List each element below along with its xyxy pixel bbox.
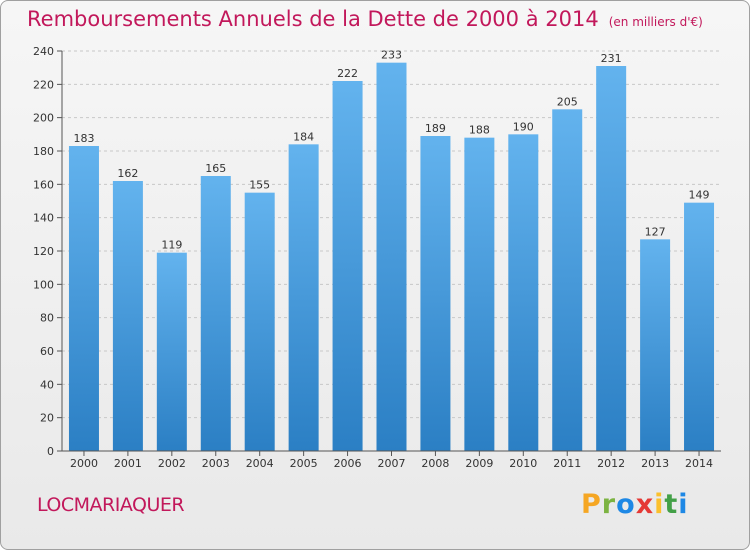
bar bbox=[508, 134, 539, 452]
x-tick-label: 2003 bbox=[202, 457, 230, 470]
x-tick-label: 2000 bbox=[70, 457, 98, 470]
x-tick-label: 2014 bbox=[685, 457, 713, 470]
logo-letter: P bbox=[581, 489, 602, 520]
x-tick-label: 2005 bbox=[290, 457, 318, 470]
bar bbox=[200, 176, 231, 451]
bar-value-label: 149 bbox=[689, 189, 710, 202]
bar-value-label: 205 bbox=[557, 95, 578, 108]
y-tick-label: 60 bbox=[40, 345, 54, 358]
x-tick-label: 2001 bbox=[114, 457, 142, 470]
proxiti-logo: Proxiti bbox=[581, 489, 689, 520]
chart-title-text: Remboursements Annuels de la Dette de 20… bbox=[27, 7, 599, 31]
logo-letter: x bbox=[635, 489, 655, 520]
bar-value-label: 155 bbox=[249, 179, 270, 192]
bar bbox=[112, 181, 143, 451]
logo-letter: o bbox=[616, 489, 636, 520]
bar-value-label: 184 bbox=[293, 130, 314, 143]
bar-value-label: 222 bbox=[337, 67, 358, 80]
bar-value-label: 233 bbox=[381, 49, 402, 62]
city-name: LOCMARIAQUER bbox=[37, 494, 185, 516]
y-tick-label: 120 bbox=[33, 245, 54, 258]
bar-value-label: 189 bbox=[425, 122, 446, 135]
y-tick-label: 20 bbox=[40, 412, 54, 425]
x-tick-label: 2008 bbox=[421, 457, 449, 470]
bar-value-label: 183 bbox=[73, 132, 94, 145]
x-tick-label: 2010 bbox=[509, 457, 537, 470]
bar bbox=[684, 202, 715, 451]
y-tick-label: 100 bbox=[33, 278, 54, 291]
chart-title: Remboursements Annuels de la Dette de 20… bbox=[27, 7, 703, 31]
bar bbox=[640, 239, 671, 451]
bar-value-label: 190 bbox=[513, 120, 534, 133]
bar-value-label: 231 bbox=[601, 52, 622, 65]
bar-value-label: 162 bbox=[117, 167, 138, 180]
bar bbox=[68, 146, 99, 451]
bar bbox=[156, 252, 187, 451]
x-tick-label: 2012 bbox=[597, 457, 625, 470]
y-tick-label: 40 bbox=[40, 378, 54, 391]
logo-letter: t bbox=[664, 489, 679, 520]
bar bbox=[420, 136, 451, 451]
chart-subtitle: (en milliers d'€) bbox=[608, 15, 703, 29]
bar bbox=[596, 66, 627, 451]
bar bbox=[244, 192, 275, 451]
x-tick-label: 2006 bbox=[334, 457, 362, 470]
y-tick-label: 180 bbox=[33, 145, 54, 158]
x-tick-label: 2002 bbox=[158, 457, 186, 470]
bar-value-label: 127 bbox=[645, 225, 666, 238]
logo-letter: r bbox=[601, 489, 617, 520]
y-tick-label: 200 bbox=[33, 112, 54, 125]
bar bbox=[464, 137, 495, 451]
x-tick-label: 2011 bbox=[553, 457, 581, 470]
y-tick-label: 80 bbox=[40, 312, 54, 325]
y-tick-label: 220 bbox=[33, 78, 54, 91]
bar bbox=[552, 109, 583, 451]
y-tick-label: 0 bbox=[47, 445, 54, 458]
y-tick-label: 160 bbox=[33, 178, 54, 191]
y-tick-label: 140 bbox=[33, 212, 54, 225]
y-tick-label: 240 bbox=[33, 45, 54, 58]
logo-letter: i bbox=[678, 489, 689, 520]
bar bbox=[288, 144, 319, 452]
x-tick-label: 2009 bbox=[465, 457, 493, 470]
bar-value-label: 165 bbox=[205, 162, 226, 175]
x-tick-label: 2007 bbox=[378, 457, 406, 470]
x-tick-label: 2013 bbox=[641, 457, 669, 470]
axes: 0 20 40 60 80 100 120 140 160 180 200 220 240 2000 200… bbox=[33, 45, 721, 470]
x-tick-label: 2004 bbox=[246, 457, 274, 470]
bar-value-label: 188 bbox=[469, 124, 490, 137]
bar bbox=[332, 81, 363, 451]
bar-value-label: 119 bbox=[161, 239, 182, 252]
bars: 183 162 119 165 155 184 222 233 189 188 190 205 231 1… bbox=[68, 49, 715, 452]
bar bbox=[376, 62, 407, 452]
logo-letter: i bbox=[654, 489, 665, 520]
